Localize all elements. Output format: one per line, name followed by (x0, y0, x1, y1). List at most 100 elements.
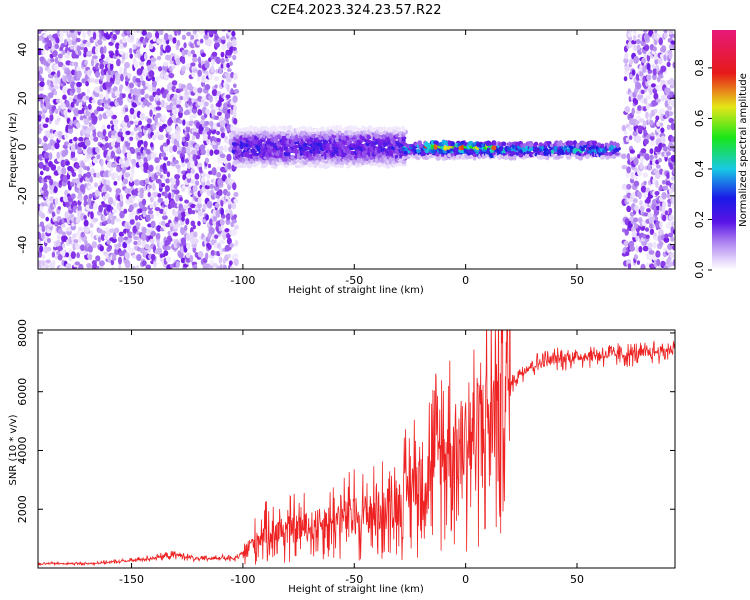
snr-frame (37, 329, 676, 569)
spectrogram-cell (45, 166, 50, 172)
spectrogram-cell (108, 186, 112, 193)
spectrogram-cell (652, 241, 657, 249)
spectrogram-cell (670, 136, 675, 143)
spectrogram-cell (637, 105, 642, 112)
spectrogram-cell (229, 243, 235, 248)
snr-x-label: Height of straight line (km) (288, 584, 424, 595)
spectrogram-cell (54, 108, 59, 115)
spectrogram-cell (198, 165, 203, 174)
spectrogram-cell (546, 141, 552, 146)
spectrogram-cell (660, 45, 667, 53)
spectrogram-cell (621, 165, 628, 170)
spectrogram-cell (97, 39, 103, 46)
spectrogram-cell (79, 115, 84, 121)
spectrogram-cell (122, 71, 129, 77)
spectrogram-cell (203, 33, 209, 40)
spectrogram-cell (181, 211, 186, 218)
spectrogram-cell (196, 202, 203, 209)
spectrogram-cell (211, 89, 218, 97)
spectrogram-cell (183, 204, 189, 210)
spectrogram-cell (193, 263, 198, 269)
spectrogram-cell (111, 266, 115, 269)
spectrogram-cell (39, 80, 45, 88)
spectrogram-cell (665, 180, 671, 186)
spectrogram-cell (628, 240, 635, 247)
spectrogram-cell (197, 210, 204, 217)
colorbar: 0.0 0.2 0.4 0.6 0.8 Normalized spectral ampl… (693, 30, 749, 279)
colorbar-tick-label: 0.6 (693, 110, 706, 128)
spectrogram-cell (69, 30, 75, 33)
spectrogram-cell (51, 145, 55, 151)
spectrogram-cell (220, 126, 224, 133)
spectrogram-cell (129, 53, 133, 59)
spectrogram-cell (460, 140, 465, 145)
spectrogram-cell (383, 142, 389, 146)
spectrogram-cell (90, 230, 94, 239)
spectrogram-cell (131, 265, 136, 269)
spectrogram-cell (49, 196, 55, 202)
spectrogram-cell (169, 222, 174, 227)
spectrogram-cell (216, 171, 222, 178)
spectrogram-cell (174, 173, 181, 180)
spectrogram-x-tick-label: -50 (345, 274, 363, 287)
spectrogram-cell (194, 98, 199, 103)
spectrogram-cell (88, 193, 93, 200)
spectrogram-cell (109, 62, 114, 71)
spectrogram-cell (123, 67, 127, 74)
spectrogram-cell (139, 139, 144, 145)
spectrogram-cell (46, 175, 52, 180)
spectrogram-cell (168, 237, 173, 242)
spectrogram-cell (224, 135, 228, 140)
spectrogram-cell (233, 72, 238, 81)
spectrogram-cell (533, 146, 539, 151)
spectrogram-cell (644, 44, 650, 52)
spectrogram-cell (107, 110, 113, 116)
spectrogram-cell (639, 205, 645, 212)
spectrogram-cell (233, 258, 239, 267)
snr-y-tick-label: 2000 (16, 495, 29, 523)
spectrogram-cell (54, 76, 61, 84)
spectrogram-cell (89, 36, 95, 44)
spectrogram-cell (137, 80, 141, 88)
spectrogram-cell (154, 206, 161, 212)
spectrogram-cell (86, 171, 92, 179)
spectrogram-cell (145, 214, 152, 222)
spectrogram-cell (85, 95, 90, 100)
spectrogram-cell (660, 65, 667, 73)
spectrogram-cell (640, 263, 646, 269)
spectrogram-cell (192, 112, 197, 119)
spectrogram-cell (197, 214, 203, 221)
spectrogram-cell (170, 52, 176, 58)
spectrogram-cell (150, 220, 156, 229)
spectrogram-cell (57, 206, 61, 211)
spectrogram-cell (216, 90, 222, 96)
spectrogram-cell (652, 158, 656, 167)
spectrogram-cell (84, 226, 90, 234)
spectrogram-cell (100, 233, 106, 241)
spectrogram-cell (66, 226, 72, 232)
spectrogram-cell (156, 209, 160, 217)
spectrogram-cell (646, 53, 651, 62)
spectrogram-cell (40, 202, 46, 207)
spectrogram-cell (51, 211, 56, 218)
spectrogram-cell (55, 240, 61, 248)
spectrogram-cell (56, 151, 61, 159)
spectrogram-cell (62, 174, 69, 183)
spectrogram-cell (49, 128, 53, 134)
spectrogram-cell (652, 68, 658, 76)
spectrogram-cell (172, 37, 177, 44)
spectrogram-cell (231, 141, 237, 146)
spectrogram-cell (626, 166, 631, 174)
spectrogram-cell (92, 130, 97, 138)
spectrogram-cell (534, 141, 539, 147)
spectrogram-cell (115, 42, 120, 50)
spectrogram-cell (418, 143, 424, 149)
spectrogram-cell (643, 202, 648, 208)
spectrogram-cell (401, 159, 407, 165)
spectrogram-cell (145, 148, 151, 155)
spectrogram-cell (156, 122, 162, 128)
colorbar-label: Normalized spectral amplitude (738, 73, 749, 227)
spectrogram-cell (224, 112, 231, 119)
spectrogram-cell (670, 155, 675, 163)
spectrogram-cell (134, 120, 139, 126)
